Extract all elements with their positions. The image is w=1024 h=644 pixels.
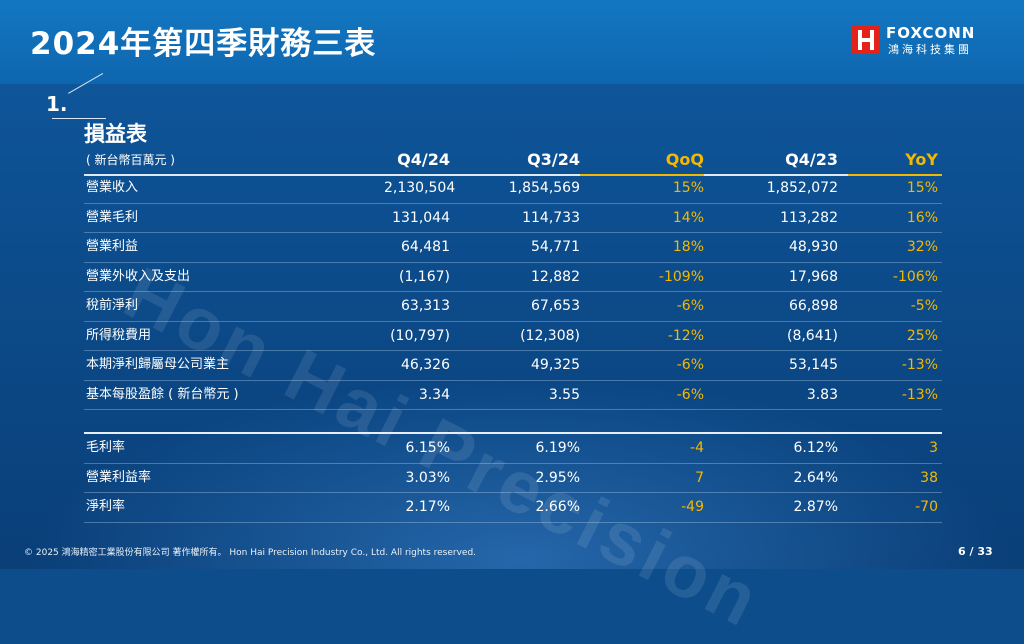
row-label: 毛利率 [86,440,126,455]
table-row: 營業外收入及支出 (1,167) 12,882 -109% 17,968 -10… [84,263,942,292]
cell-q3-24: 114,733 [522,209,580,226]
col-header-yoy: YoY [905,150,938,169]
logo-subtitle: 鴻海科技集團 [888,43,972,56]
cell-q3-24: 2.95% [535,469,580,486]
cell-qoq: -49 [681,499,704,515]
row-label: 基本每股盈餘 ( 新台幣元 ) [86,386,239,402]
cell-q3-24: (12,308) [520,327,580,344]
cell-qoq: -12% [667,327,704,344]
copyright-footer: © 2025 鴻海精密工業股份有限公司 著作權所有。 Hon Hai Preci… [24,548,477,558]
table-header: ( 新台幣百萬元 ) Q4/24 Q3/24 QoQ Q4/23 YoY [84,146,942,176]
cell-q4-24: 6.15% [405,440,450,456]
table-row: 基本每股盈餘 ( 新台幣元 ) 3.34 3.55 -6% 3.83 -13% [84,381,942,410]
cell-q4-23: 17,968 [789,268,838,285]
cell-yoy: -13% [901,357,938,373]
cell-q4-23: 6.12% [793,440,838,456]
cell-yoy: 3 [929,440,938,456]
unit-label: ( 新台幣百萬元 ) [86,153,175,167]
cell-q4-24: (1,167) [398,268,450,285]
cell-qoq: 18% [672,239,704,255]
cell-q4-24: 3.03% [405,469,450,486]
row-label: 營業利益率 [86,469,152,485]
row-label: 本期淨利歸屬母公司業主 [86,357,230,372]
section-title: 損益表 [84,122,147,146]
table-row: 所得稅費用 (10,797) (12,308) -12% (8,641) 25% [84,322,942,351]
table-row: 本期淨利歸屬母公司業主 46,326 49,325 -6% 53,145 -13… [84,351,942,381]
row-label: 所得稅費用 [86,327,152,343]
cell-qoq: 14% [672,209,704,226]
cell-q4-23: 113,282 [780,209,838,226]
row-label: 稅前淨利 [86,298,139,313]
row-label: 營業外收入及支出 [86,268,191,284]
row-label: 營業毛利 [86,209,139,225]
col-header-q4-24: Q4/24 [397,150,450,169]
cell-q4-23: 1,852,072 [766,180,838,196]
col-header-qoq: QoQ [665,150,704,169]
logo-wordmark: FOXCONN [886,24,976,42]
cell-q3-24: 3.55 [548,386,580,403]
cell-qoq: 7 [695,469,704,486]
cell-q4-23: 2.64% [793,469,838,486]
table-row: 稅前淨利 63,313 67,653 -6% 66,898 -5% [84,292,942,322]
cell-q4-24: 131,044 [392,209,450,226]
section-underline [52,118,106,119]
cell-q4-24: 46,326 [401,357,450,373]
table-divider [84,410,942,434]
row-label: 淨利率 [86,499,126,514]
cell-yoy: 16% [906,209,938,226]
cell-q4-24: 2.17% [405,499,450,515]
cell-yoy: -13% [901,386,938,403]
slide-background [0,0,1024,569]
ratio-row: 淨利率 2.17% 2.66% -49 2.87% -70 [84,493,942,523]
cell-qoq: -6% [676,386,704,403]
cell-q3-24: 2.66% [535,499,580,515]
cell-yoy: -106% [892,268,938,285]
cell-yoy: 25% [906,327,938,344]
cell-q4-24: 2,130,504 [384,180,456,196]
income-statement-table: ( 新台幣百萬元 ) Q4/24 Q3/24 QoQ Q4/23 YoY 營業收… [84,146,942,523]
table-row: 營業利益 64,481 54,771 18% 48,930 32% [84,233,942,263]
cell-q4-23: 3.83 [806,386,838,403]
cell-qoq: -6% [676,357,704,373]
cell-q4-23: 53,145 [789,357,838,373]
foxconn-logo: FOXCONN 鴻海科技集團 [852,24,1012,58]
col-header-q3-24: Q3/24 [527,150,580,169]
page-title: 2024年第四季財務三表 [30,26,377,62]
cell-q4-23: 2.87% [793,499,838,515]
cell-yoy: 15% [906,180,938,196]
cell-q3-24: 1,854,569 [508,180,580,196]
cell-qoq: 15% [672,180,704,196]
cell-yoy: -5% [910,298,938,314]
ratio-row: 營業利益率 3.03% 2.95% 7 2.64% 38 [84,464,942,493]
cell-q4-24: 63,313 [401,298,450,314]
cell-yoy: -70 [915,499,938,515]
cell-qoq: -4 [690,440,704,456]
cell-q4-24: (10,797) [390,327,450,344]
cell-q3-24: 67,653 [531,298,580,314]
cell-q3-24: 49,325 [531,357,580,373]
ratio-row: 毛利率 6.15% 6.19% -4 6.12% 3 [84,434,942,464]
row-label: 營業收入 [86,180,139,195]
cell-q4-24: 64,481 [401,239,450,255]
cell-q4-23: 66,898 [789,298,838,314]
cell-q4-24: 3.34 [418,386,450,403]
table-row: 營業毛利 131,044 114,733 14% 113,282 16% [84,204,942,233]
foxconn-mark-icon [852,26,880,54]
table-row: 營業收入 2,130,504 1,854,569 15% 1,852,072 1… [84,174,942,204]
cell-q3-24: 12,882 [531,268,580,285]
cell-q4-23: (8,641) [786,327,838,344]
row-label: 營業利益 [86,239,139,254]
page-number: 6 / 33 [958,545,993,558]
section-number: 1. [46,92,68,116]
cell-q3-24: 54,771 [531,239,580,255]
cell-qoq: -109% [658,268,704,285]
cell-q4-23: 48,930 [789,239,838,255]
cell-qoq: -6% [676,298,704,314]
cell-yoy: 38 [920,469,938,486]
cell-q3-24: 6.19% [535,440,580,456]
col-header-q4-23: Q4/23 [785,150,838,169]
cell-yoy: 32% [906,239,938,255]
